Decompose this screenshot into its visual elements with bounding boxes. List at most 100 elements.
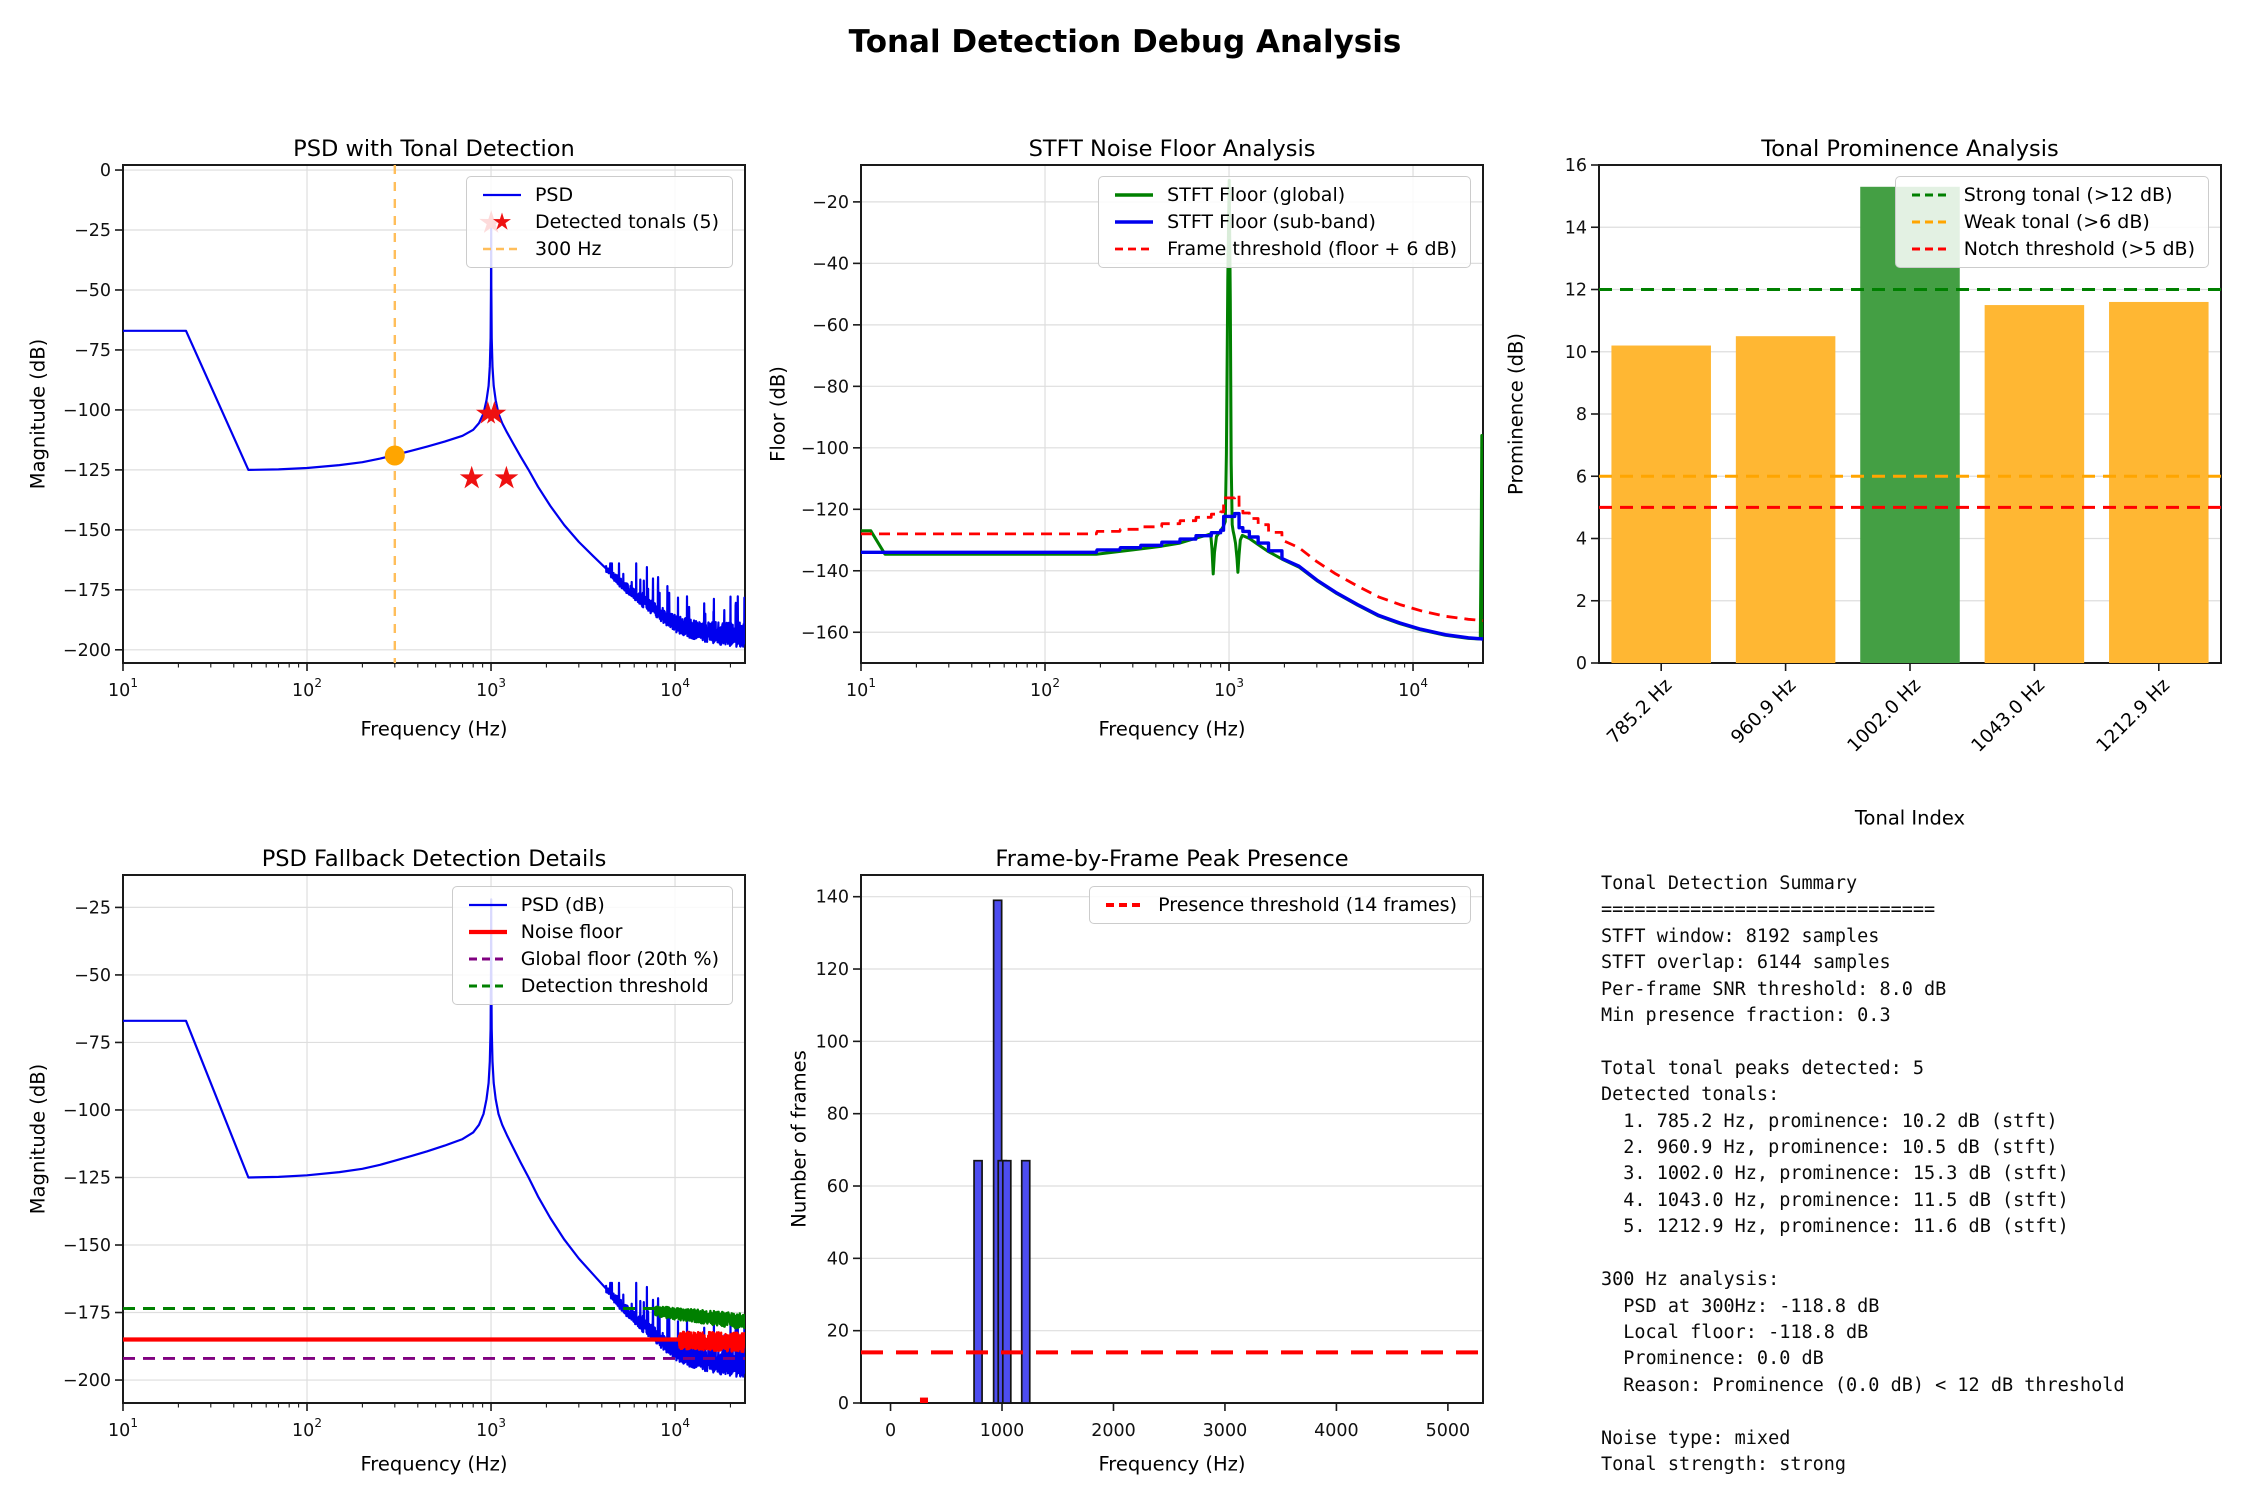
svg-text:−125: −125 — [63, 461, 111, 481]
svg-text:104: 104 — [660, 1416, 690, 1441]
legend-label: Strong tonal (>12 dB) — [1963, 184, 2173, 206]
svg-text:102: 102 — [292, 1416, 322, 1441]
prominence-bar — [2109, 301, 2209, 663]
detected-tonal-star — [482, 401, 507, 424]
x-tick-labels: 101 102 103 104 — [846, 676, 1428, 701]
svg-text:−25: −25 — [74, 898, 111, 918]
panel-title-prominence: Tonal Prominence Analysis — [1761, 136, 2059, 162]
presence-bar — [1001, 1159, 1012, 1404]
prominence-bar — [1735, 336, 1836, 663]
axis-ticks — [115, 169, 731, 671]
svg-text:−125: −125 — [63, 1168, 111, 1188]
x-tick-labels: 101 102 103 104 — [108, 1416, 690, 1441]
chart-stft_floor: 101 102 103 104 −20 −40 −60 −80 −100 −120 −140 −160 — [801, 164, 1484, 701]
legend-entry: Detected tonals (5) — [480, 211, 719, 233]
svg-text:−20: −20 — [812, 193, 849, 213]
xlabel-psd-tonal: Frequency (Hz) — [360, 717, 508, 741]
svg-text:0: 0 — [838, 1394, 849, 1414]
legend-entry: Global floor (20th %) — [466, 948, 719, 970]
svg-text:−200: −200 — [63, 1371, 111, 1391]
series-Detection threshold tail — [654, 1305, 745, 1330]
legend-label: Detection threshold — [520, 975, 709, 997]
prominence-bar — [1984, 305, 2085, 663]
xlabel-presence: Frequency (Hz) — [1098, 1452, 1246, 1476]
axes-frame — [860, 874, 1484, 1404]
svg-text:16: 16 — [1565, 156, 1587, 176]
svg-text:60: 60 — [827, 1177, 849, 1197]
svg-text:0: 0 — [885, 1421, 896, 1441]
y-tick-labels: −25 −50 −75 −100 −125 −150 −175 −200 — [63, 898, 111, 1391]
svg-text:−140: −140 — [801, 562, 849, 582]
legend-entry: STFT Floor (global) — [1112, 184, 1457, 206]
x-axis-ticks — [1660, 663, 2160, 671]
legend-entry: Presence threshold (14 frames) — [1103, 894, 1457, 916]
svg-text:−60: −60 — [812, 316, 849, 336]
svg-text:20: 20 — [827, 1322, 849, 1342]
svg-text:101: 101 — [108, 676, 138, 701]
legend-presence: Presence threshold (14 frames) — [1089, 886, 1471, 924]
svg-text:40: 40 — [827, 1249, 849, 1269]
axes-frame — [122, 164, 746, 664]
legend-entry: Frame threshold (floor + 6 dB) — [1112, 238, 1457, 260]
legend-swatch-dash-icon — [468, 984, 507, 988]
legend-swatch-dash-icon — [482, 247, 521, 251]
legend-entry: Noise floor — [466, 921, 719, 943]
series-Frame threshold (floor + 6 dB) — [861, 493, 1483, 622]
legend-entry: Weak tonal (>6 dB) — [1909, 211, 2195, 233]
svg-text:103: 103 — [476, 1416, 506, 1441]
svg-text:10: 10 — [1565, 343, 1587, 363]
svg-text:80: 80 — [827, 1105, 849, 1125]
y-tick-labels: 0 2 4 6 8 10 12 14 16 — [1565, 156, 1587, 674]
legend-swatch-line-icon — [1115, 193, 1154, 197]
ylabel-stft-floor: Floor (dB) — [766, 366, 790, 462]
svg-text:101: 101 — [846, 676, 876, 701]
svg-text:104: 104 — [660, 676, 690, 701]
chart-psd_fallback: 101 102 103 104 −25 −50 −75 −100 −125 −150 −175 −20… — [63, 874, 746, 1441]
legend-prominence: Strong tonal (>12 dB) Weak tonal (>6 dB) N… — [1894, 176, 2209, 268]
legend-label: STFT Floor (global) — [1167, 184, 1346, 206]
ylabel-presence: Number of frames — [787, 1050, 811, 1228]
legend-label: Presence threshold (14 frames) — [1158, 894, 1457, 916]
legend-swatch-line-icon — [468, 903, 507, 907]
presence-bar — [973, 1159, 983, 1404]
y-tick-labels: 0 20 40 60 80 100 120 140 — [816, 888, 849, 1414]
presence-bar — [1020, 1159, 1031, 1404]
panel-title-psd-tonal: PSD with Tonal Detection — [293, 136, 575, 162]
detected-tonal-star — [494, 465, 519, 489]
svg-text:12: 12 — [1565, 281, 1587, 301]
xlabel-stft-floor: Frequency (Hz) — [1098, 717, 1246, 741]
legend-swatch-line-icon — [468, 929, 507, 935]
legend-entry: 300 Hz — [480, 238, 719, 260]
x-tick-labels: 101 102 103 104 — [108, 676, 690, 701]
svg-text:102: 102 — [292, 676, 322, 701]
svg-text:102: 102 — [1030, 676, 1060, 701]
legend-label: Detected tonals (5) — [534, 211, 719, 233]
svg-text:−200: −200 — [63, 641, 111, 661]
presence-bar-300hz — [919, 1397, 928, 1403]
legend-label: Global floor (20th %) — [520, 948, 719, 970]
y-tick-labels: 0 −25 −50 −75 −100 −125 −150 −175 −200 — [63, 161, 111, 661]
ylabel-psd-fallback: Magnitude (dB) — [26, 1063, 50, 1215]
svg-text:6: 6 — [1576, 467, 1587, 487]
svg-text:14: 14 — [1565, 218, 1587, 238]
axis-ticks — [115, 906, 731, 1411]
legend-label: STFT Floor (sub-band) — [1167, 211, 1376, 233]
svg-text:−150: −150 — [63, 521, 111, 541]
svg-text:0: 0 — [1576, 654, 1587, 674]
svg-text:104: 104 — [1398, 676, 1428, 701]
series-Noise floor tail — [677, 1330, 745, 1354]
legend-label: PSD — [534, 184, 574, 206]
ylabel-psd-tonal: Magnitude (dB) — [26, 338, 50, 490]
svg-text:2: 2 — [1576, 592, 1587, 612]
svg-text:8: 8 — [1576, 405, 1587, 425]
svg-text:−100: −100 — [63, 1101, 111, 1121]
svg-text:4: 4 — [1576, 530, 1587, 550]
legend-label: Noise floor — [520, 921, 623, 943]
chart-prominence: 0 2 4 6 8 10 12 14 16 — [1565, 156, 2222, 674]
svg-text:−25: −25 — [74, 221, 111, 241]
svg-text:2000: 2000 — [1091, 1421, 1136, 1441]
axis-ticks — [1591, 164, 1599, 664]
svg-text:3000: 3000 — [1203, 1421, 1248, 1441]
svg-text:−50: −50 — [74, 281, 111, 301]
axis-ticks — [853, 201, 1469, 671]
